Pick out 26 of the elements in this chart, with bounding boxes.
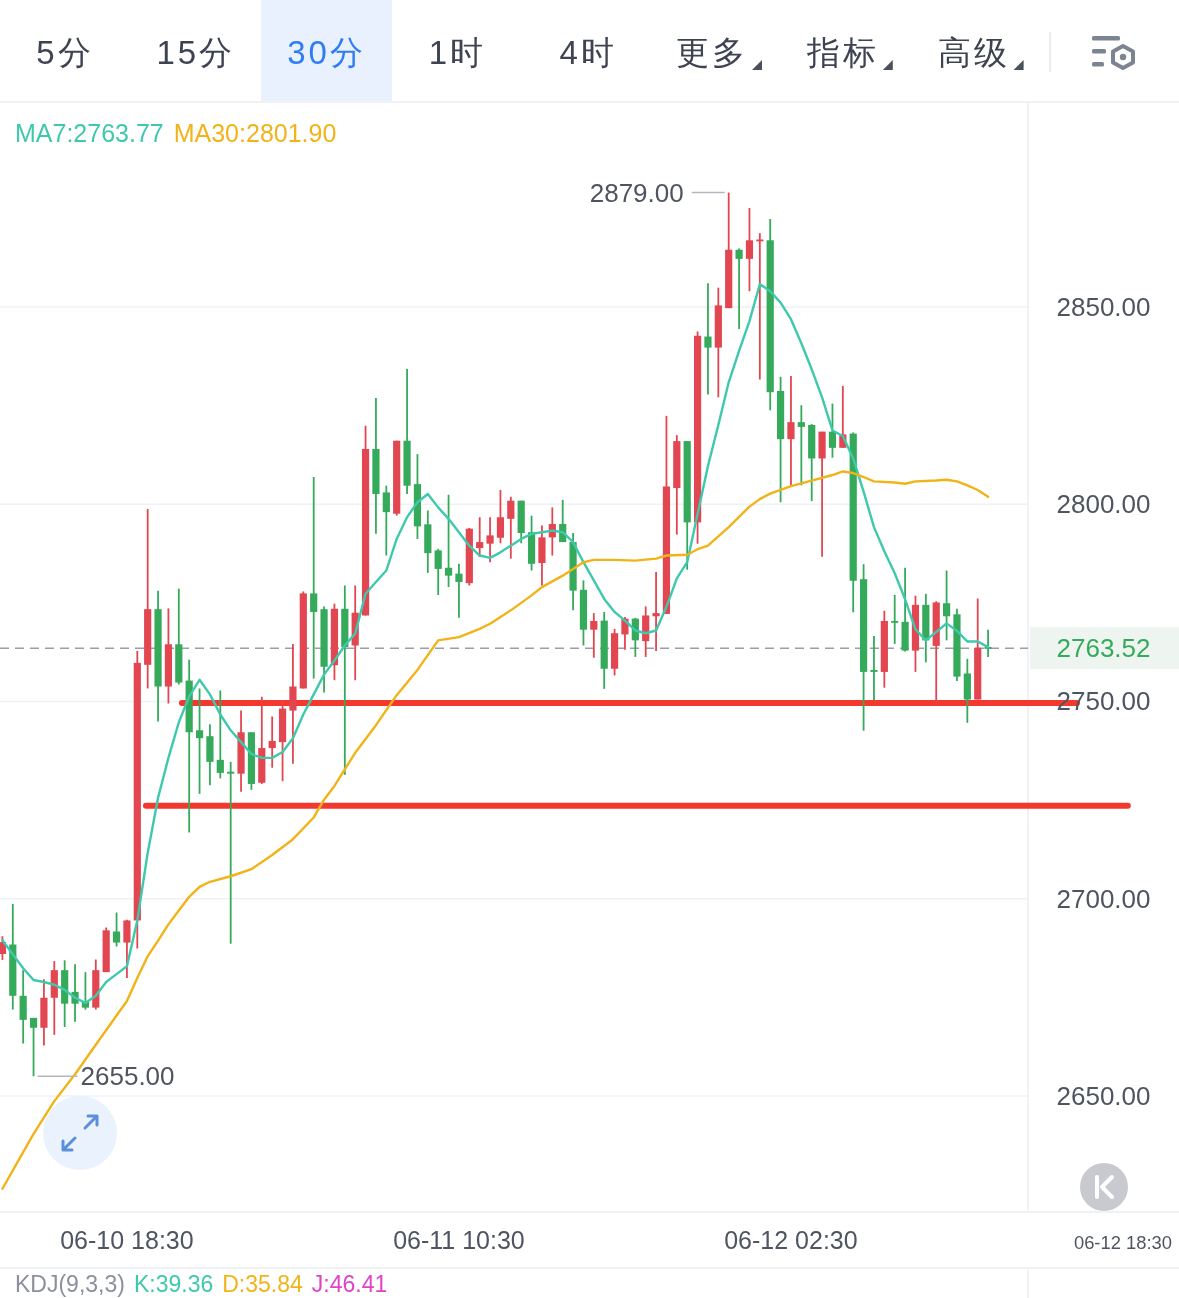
tab-label: 1时 — [428, 34, 487, 71]
legend-label: MA30:2801.90 — [173, 119, 337, 147]
y-tick-label: 2850.00 — [1056, 291, 1151, 322]
y-tick-label: 2750.00 — [1056, 686, 1151, 717]
x-tick-label: 06-12 18:30 — [1073, 1232, 1172, 1253]
indicator-label: J:46.41 — [311, 1271, 388, 1297]
y-tick-label: 2650.00 — [1056, 1081, 1151, 1111]
legend-label: MA7:2763.77 — [15, 119, 164, 147]
annotation: 2655.00 — [80, 1061, 175, 1092]
tab-label: 15分 — [156, 34, 236, 71]
tab-label: 指标 — [806, 34, 879, 71]
ref-line-label: 2763.52 — [1056, 633, 1151, 664]
tab-label: 4时 — [559, 34, 617, 71]
tab-label: 高级 — [937, 34, 1010, 71]
x-tick-label: 06-12 02:30 — [724, 1226, 858, 1254]
indicator-label: K:39.36 — [133, 1271, 214, 1297]
indicator-label: KDJ(9,3,3) — [15, 1271, 125, 1297]
x-tick-label: 06-10 18:30 — [60, 1226, 194, 1254]
tab-label: 更多 — [676, 34, 748, 71]
y-tick-label: 2800.00 — [1056, 489, 1151, 520]
x-tick-label: 06-11 10:30 — [393, 1226, 525, 1254]
tab-label: 5分 — [36, 34, 94, 71]
annotation: 2879.00 — [589, 177, 684, 208]
y-tick-label: 2700.00 — [1056, 883, 1151, 914]
indicator-label: D:35.84 — [222, 1271, 303, 1297]
tab-label: 30分 — [287, 34, 366, 71]
